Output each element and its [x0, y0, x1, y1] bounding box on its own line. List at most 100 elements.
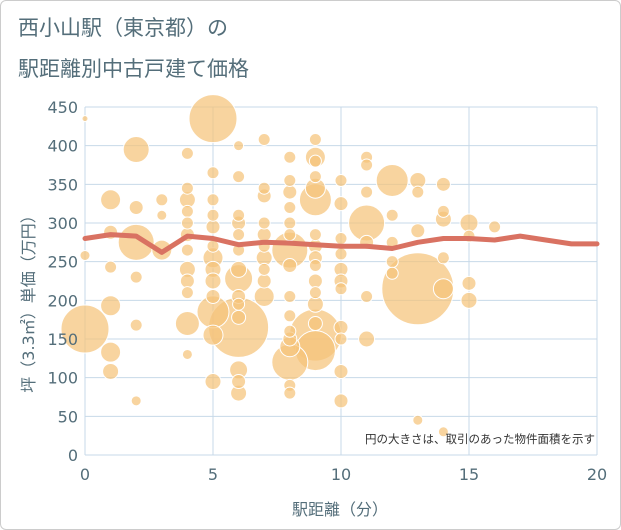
data-bubble	[206, 166, 220, 180]
data-bubble	[333, 319, 349, 335]
data-bubble	[412, 414, 424, 426]
data-bubble	[256, 273, 272, 289]
data-bubble	[180, 146, 194, 160]
y-tick-label: 400	[47, 137, 78, 156]
data-bubble	[257, 262, 271, 276]
data-bubble	[128, 200, 144, 216]
y-tick-label: 250	[47, 253, 78, 272]
data-bubble	[179, 273, 195, 289]
x-tick-label: 15	[459, 465, 479, 484]
data-bubble	[308, 170, 322, 184]
data-bubble	[385, 255, 399, 269]
data-bubble	[334, 231, 348, 245]
data-bubble	[232, 228, 246, 242]
data-bubble	[333, 393, 349, 409]
data-bubble	[204, 373, 222, 391]
data-bubble	[79, 249, 91, 261]
data-bubble	[81, 115, 89, 123]
data-bubble	[307, 316, 323, 332]
data-bubble	[334, 282, 348, 296]
data-bubble	[333, 363, 349, 379]
y-tick-label: 200	[47, 291, 78, 310]
y-tick-label: 0	[68, 446, 78, 465]
average-price-line	[82, 232, 600, 255]
data-bubble	[104, 260, 118, 274]
data-bubble	[283, 309, 297, 323]
data-bubble	[358, 330, 376, 348]
y-tick-label: 150	[47, 330, 78, 349]
data-bubble	[436, 251, 450, 265]
data-bubble	[253, 285, 275, 307]
data-bubble	[232, 170, 246, 184]
data-bubble	[283, 216, 297, 230]
data-bubble	[460, 291, 478, 309]
data-bubble	[257, 216, 271, 230]
data-bubble	[283, 201, 297, 215]
data-bubble	[122, 136, 150, 164]
data-bubble	[100, 341, 122, 363]
data-bubble	[308, 286, 322, 300]
data-bubble	[461, 275, 477, 291]
data-bubble	[432, 278, 454, 300]
tick-labels: 0 50 100 150 200 250 300 350 400 450 0 5 10 15 20	[47, 98, 607, 484]
data-bubble	[308, 259, 322, 273]
data-bubble	[459, 213, 479, 233]
data-bubble	[188, 94, 238, 144]
data-bubble	[180, 204, 194, 218]
data-bubble	[181, 348, 193, 360]
data-bubble	[375, 163, 409, 197]
y-tick-label: 350	[47, 175, 78, 194]
data-bubble	[205, 288, 221, 304]
y-tick-label: 100	[47, 369, 78, 388]
data-bubble	[411, 185, 425, 199]
y-tick-label: 450	[47, 98, 78, 117]
data-bubble	[435, 176, 451, 192]
data-bubble	[232, 297, 246, 311]
data-bubble	[256, 227, 272, 243]
x-tick-label: 20	[587, 465, 607, 484]
data-bubble	[283, 150, 297, 164]
data-bubble	[231, 309, 247, 325]
data-bubble	[100, 189, 122, 211]
data-bubble	[60, 304, 110, 354]
data-bubble	[283, 289, 297, 303]
x-tick-label: 0	[80, 465, 90, 484]
data-bubble	[130, 395, 142, 407]
y-tick-label: 50	[58, 407, 78, 426]
data-bubble	[360, 185, 374, 199]
data-bubble	[334, 173, 348, 187]
data-bubble	[204, 272, 222, 290]
x-tick-label: 5	[208, 465, 218, 484]
data-bubble	[385, 266, 399, 280]
data-bubble	[334, 247, 348, 261]
data-bubble	[100, 295, 122, 317]
data-bubble	[232, 208, 246, 222]
bubble-layer	[60, 94, 502, 438]
data-bubble	[308, 154, 322, 168]
data-bubble	[360, 289, 374, 303]
data-bubble	[385, 208, 399, 222]
data-bubble	[205, 219, 221, 235]
data-bubble	[180, 243, 194, 257]
y-axis-label: 坪（3.3㎡）単価（万円）	[19, 207, 38, 392]
data-bubble	[174, 311, 200, 337]
data-bubble	[282, 258, 298, 274]
data-bubble	[283, 173, 297, 187]
data-bubble	[334, 332, 348, 346]
chart-title-line-1: 西小山駅（東京都）の	[18, 16, 228, 40]
data-bubble	[231, 374, 247, 390]
data-bubble	[180, 216, 194, 230]
trend-line-layer	[82, 232, 600, 255]
data-bubble	[206, 208, 220, 222]
data-bubble	[180, 286, 194, 300]
data-bubble	[437, 426, 449, 438]
data-bubble	[129, 318, 143, 332]
data-bubble	[206, 193, 220, 207]
x-axis-label: 駅距離（分）	[292, 500, 388, 519]
data-bubble	[202, 324, 224, 346]
data-bubble	[333, 196, 349, 212]
bubble-size-note: 円の大きさは、取引のあった物件面積を示す	[365, 432, 595, 446]
data-bubble	[180, 181, 194, 195]
data-bubble	[282, 184, 298, 200]
